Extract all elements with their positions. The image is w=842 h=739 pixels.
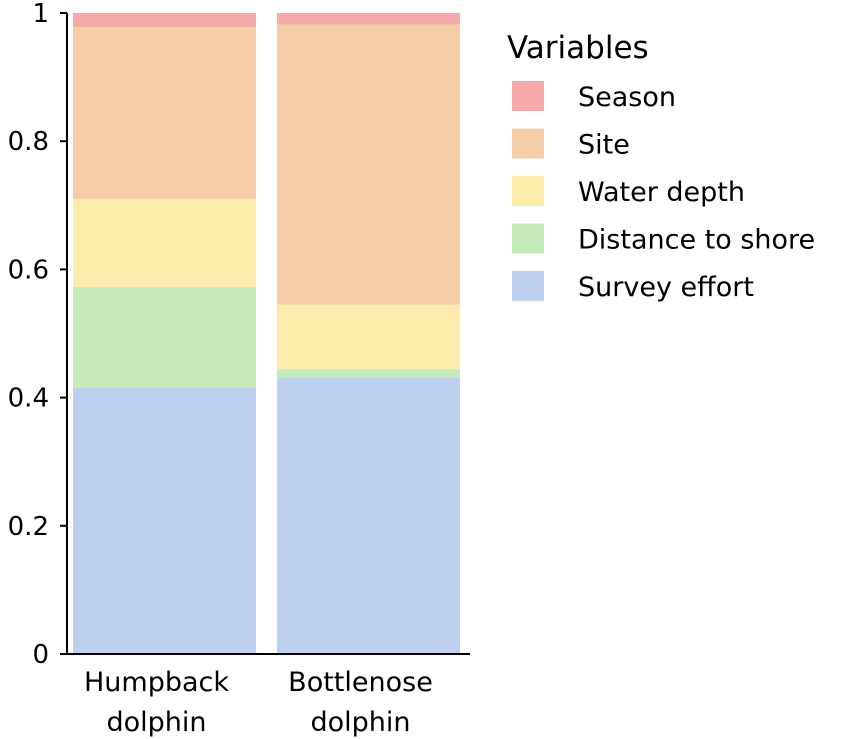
- legend-swatch-site: [512, 128, 544, 159]
- bar-segment-humpback-dolphin-season: [73, 13, 256, 28]
- y-tick-label-0-8: 0.8: [8, 127, 49, 157]
- bar-segment-bottlenose-dolphin-season: [277, 13, 460, 25]
- bar-segment-humpback-dolphin-site: [73, 27, 256, 199]
- legend-label-distance-to-shore: Distance to shore: [578, 225, 815, 256]
- bar-segment-humpback-dolphin-water-depth: [73, 198, 256, 287]
- x-tick-label-humpback-dolphin: Humpback dolphin: [84, 667, 229, 738]
- legend-swatch-water-depth: [512, 176, 544, 206]
- y-tick-label-1: 1: [32, 0, 49, 29]
- x-tick-label-bottlenose-dolphin: Bottlenose dolphin: [288, 667, 433, 738]
- y-tick-label-0-6: 0.6: [8, 255, 49, 285]
- legend-label-season: Season: [578, 82, 676, 113]
- legend-swatch-season: [512, 81, 544, 111]
- bar-segment-bottlenose-dolphin-survey-effort: [277, 377, 460, 654]
- axes-layer: 0 0.2 0.4 0.6 0.8 1 Humpback dolphin Bottlenose d…: [8, 0, 470, 738]
- y-tick-label-0: 0: [32, 640, 49, 670]
- bar-segment-bottlenose-dolphin-distance-to-shore: [277, 368, 460, 378]
- legend-swatch-survey-effort: [512, 271, 544, 301]
- legend-label-survey-effort: Survey effort: [578, 272, 754, 303]
- bar-segment-humpback-dolphin-survey-effort: [73, 387, 256, 654]
- legend-label-water-depth: Water depth: [578, 177, 745, 208]
- y-tick-label-0-4: 0.4: [8, 384, 49, 414]
- bars-layer: [73, 13, 460, 654]
- bar-segment-bottlenose-dolphin-water-depth: [277, 304, 460, 369]
- y-tick-label-0-2: 0.2: [8, 512, 49, 542]
- bar-segment-humpback-dolphin-distance-to-shore: [73, 286, 256, 388]
- legend-label-site: Site: [578, 130, 630, 161]
- legend-title: Variables: [507, 30, 649, 66]
- bar-segment-bottlenose-dolphin-site: [277, 24, 460, 305]
- legend: Variables Season Site Water depth Distance t…: [507, 30, 815, 303]
- legend-swatch-distance-to-shore: [512, 223, 544, 254]
